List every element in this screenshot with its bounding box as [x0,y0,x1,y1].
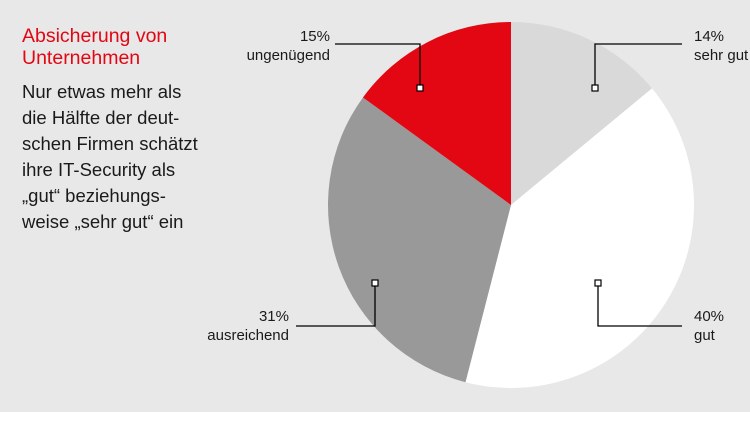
slice-category-label: gut [694,327,716,344]
slice-category-label: ausreichend [207,327,289,344]
pie-chart: 14% sehr gut 40% gut 31% ausreichend 15% ungenü… [207,22,749,388]
slice-value-label: 15% [300,28,330,45]
chart-title: Absicherung von Unternehmen [22,25,168,69]
leader-line-ausreichend [296,283,376,327]
leader-marker-gut [594,279,602,287]
chart-figure: Absicherung von Unternehmen Nur etwas me… [0,0,750,412]
slice-value-label: 40% [694,308,724,325]
chart-subtitle: Nur etwas mehr als die Hälfte der deut- … [22,81,198,232]
pie-slice-ungen-gend [362,22,511,205]
slice-value-label: 14% [694,28,724,45]
slice-value-label: 31% [259,308,289,325]
pie-slice-sehr-gut [511,22,652,205]
slice-category-label: ungenügend [247,47,330,64]
leader-line-gut [597,283,682,327]
pie-slice-ausreichend [328,97,511,383]
slice-category-label: sehr gut [694,47,749,64]
leader-marker-sehr-gut [591,84,599,92]
leader-line-ungen-gend [335,43,421,88]
leader-marker-ausreichend [371,279,379,287]
leader-line-sehr-gut [594,43,682,88]
pie-slice-gut [465,88,694,388]
leader-marker-ungen-gend [416,84,424,92]
